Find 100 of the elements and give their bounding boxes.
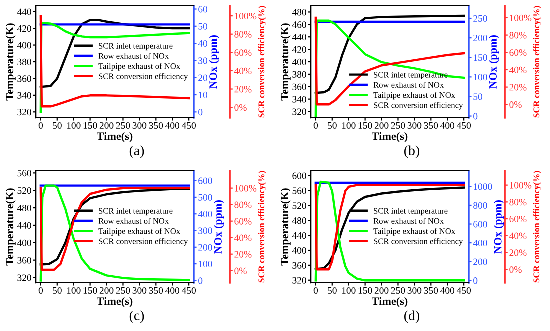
y3-axis-title: SCR conversion efficiency(%) bbox=[258, 6, 266, 118]
legend-label: Tailpipe exhaust of NOx bbox=[98, 228, 180, 236]
y-tick-label: 320 bbox=[292, 108, 306, 116]
x-tick-label: 450 bbox=[456, 287, 471, 294]
y2-tick-label: 500 bbox=[198, 194, 212, 201]
x-tick-label: 50 bbox=[53, 122, 62, 130]
y3-tick-label: 40% bbox=[509, 66, 527, 74]
y-axis-title: Temperature(K) bbox=[280, 24, 291, 101]
x-tick-label: 0 bbox=[38, 287, 43, 294]
y2-tick-label: 60 bbox=[198, 6, 208, 13]
y3-tick-label: 60% bbox=[510, 216, 527, 223]
y2-tick-label: 1000 bbox=[474, 184, 492, 190]
x-tick-label: 150 bbox=[84, 287, 98, 294]
y3-tick-label: 20% bbox=[510, 84, 527, 91]
x-tick-label: 350 bbox=[149, 287, 164, 294]
x-tick-label: 400 bbox=[440, 122, 455, 130]
x-tick-label: 200 bbox=[374, 287, 389, 294]
y2-tick-label: 400 bbox=[473, 240, 488, 247]
legend-label: SCR conversion efficiency bbox=[99, 238, 188, 246]
x-tick-label: 100 bbox=[67, 287, 81, 294]
y3-tick-label: 80% bbox=[234, 202, 252, 208]
x-tick-label: 350 bbox=[424, 122, 438, 130]
x-tick-label: 150 bbox=[84, 122, 98, 130]
y2-axis-title: NOx (ppm) bbox=[209, 35, 220, 89]
y2-axis-title: NOx (ppm) bbox=[489, 35, 500, 89]
y2-tick-label: 250 bbox=[474, 15, 488, 22]
y2-axis-title: NOx (ppm) bbox=[494, 200, 504, 254]
y3-tick-label: 20% bbox=[234, 86, 252, 93]
y2-tick-label: 0 bbox=[474, 113, 478, 120]
y2-tick-label: 100 bbox=[199, 260, 212, 268]
y2-tick-label: 200 bbox=[198, 244, 212, 251]
legend-label: SCR conversion efficiency bbox=[374, 238, 464, 246]
y-tick-label: 400 bbox=[292, 58, 306, 66]
y-tick-label: 400 bbox=[17, 42, 32, 49]
y-tick-label: 340 bbox=[292, 96, 306, 103]
legend-label: Row exhaust of NOx bbox=[374, 82, 444, 88]
y2-tick-label: 0 bbox=[474, 278, 478, 284]
y2-tick-label: 0 bbox=[198, 109, 203, 116]
y-tick-label: 380 bbox=[292, 71, 306, 78]
x-axis-title: Time(s) bbox=[372, 297, 408, 308]
x-tick-label: 450 bbox=[182, 122, 196, 130]
x-axis-title: Time(s) bbox=[97, 297, 133, 308]
y3-tick-label: 40% bbox=[509, 232, 527, 240]
y-tick-label: 420 bbox=[17, 25, 32, 32]
legend-label: Tailpipe exhaust of NOx bbox=[98, 63, 180, 71]
x-tick-label: 100 bbox=[342, 122, 356, 130]
x-tick-label: 0 bbox=[314, 287, 318, 294]
y-tick-label: 360 bbox=[292, 262, 306, 269]
y-tick-label: 600 bbox=[292, 172, 306, 180]
y3-axis-title: SCR conversion efficiency(%) bbox=[258, 171, 266, 283]
y2-tick-label: 20 bbox=[198, 74, 208, 82]
y2-axis-title: NOx (ppm) bbox=[214, 200, 224, 254]
y2-tick-label: 30 bbox=[198, 58, 208, 64]
x-tick-label: 300 bbox=[408, 122, 422, 130]
x-axis-title: Time(s) bbox=[372, 132, 408, 142]
y3-tick-label: 100% bbox=[235, 185, 257, 192]
x-tick-label: 350 bbox=[424, 287, 438, 294]
series-label: SCR inlet temperature bbox=[374, 208, 448, 216]
y-tick-label: 440 bbox=[292, 34, 306, 41]
y-axis-title: Temperature(K) bbox=[6, 24, 16, 101]
y3-tick-label: 100% bbox=[510, 182, 532, 189]
x-tick-label: 300 bbox=[132, 287, 147, 294]
x-tick-label: 100 bbox=[67, 122, 81, 130]
legend-label: Tailpipe exhaust of NOx bbox=[374, 228, 456, 236]
x-axis-title: Time(s) bbox=[97, 132, 133, 142]
y-tick-label: 520 bbox=[18, 188, 32, 194]
y-tick-label: 440 bbox=[292, 232, 306, 240]
x-tick-label: 50 bbox=[328, 287, 337, 294]
y-tick-label: 340 bbox=[18, 92, 32, 99]
y3-tick-label: 60% bbox=[234, 218, 252, 225]
y-tick-label: 360 bbox=[292, 84, 306, 90]
x-tick-label: 250 bbox=[116, 287, 130, 294]
y-tick-label: 440 bbox=[17, 222, 32, 229]
y3-tick-label: 0% bbox=[510, 102, 522, 108]
x-tick-label: 350 bbox=[149, 122, 164, 130]
x-tick-label: 250 bbox=[391, 122, 406, 130]
y3-axis-title: SCR conversion efficiency(%) bbox=[533, 6, 542, 118]
y2-tick-label: 50 bbox=[474, 94, 483, 100]
x-tick-label: 50 bbox=[53, 287, 62, 294]
y-tick-label: 480 bbox=[292, 9, 306, 16]
y3-axis-title: SCR conversion efficiency(%) bbox=[533, 171, 542, 283]
y3-tick-label: 0% bbox=[234, 268, 247, 274]
x-tick-label: 200 bbox=[100, 122, 114, 130]
y2-tick-label: 0 bbox=[198, 278, 203, 284]
y2-tick-label: 10 bbox=[199, 92, 208, 98]
text: (a) bbox=[130, 146, 144, 158]
y3-tick-label: 0% bbox=[234, 104, 247, 112]
y3-tick-label: 100% bbox=[235, 12, 257, 20]
y3-tick-label: 60% bbox=[234, 50, 252, 56]
y-tick-label: 360 bbox=[18, 257, 32, 264]
x-tick-label: 400 bbox=[166, 287, 180, 294]
y3-tick-label: 20% bbox=[510, 250, 527, 256]
y3-tick-label: 80% bbox=[510, 199, 527, 206]
y-tick-label: 480 bbox=[17, 204, 32, 212]
y2-tick-label: 50 bbox=[198, 23, 208, 30]
x-tick-label: 250 bbox=[391, 287, 406, 294]
y-axis-title: Temperature(K) bbox=[280, 188, 291, 266]
y-tick-label: 460 bbox=[292, 22, 306, 28]
y-tick-label: 440 bbox=[17, 8, 32, 16]
x-tick-label: 400 bbox=[440, 287, 455, 294]
